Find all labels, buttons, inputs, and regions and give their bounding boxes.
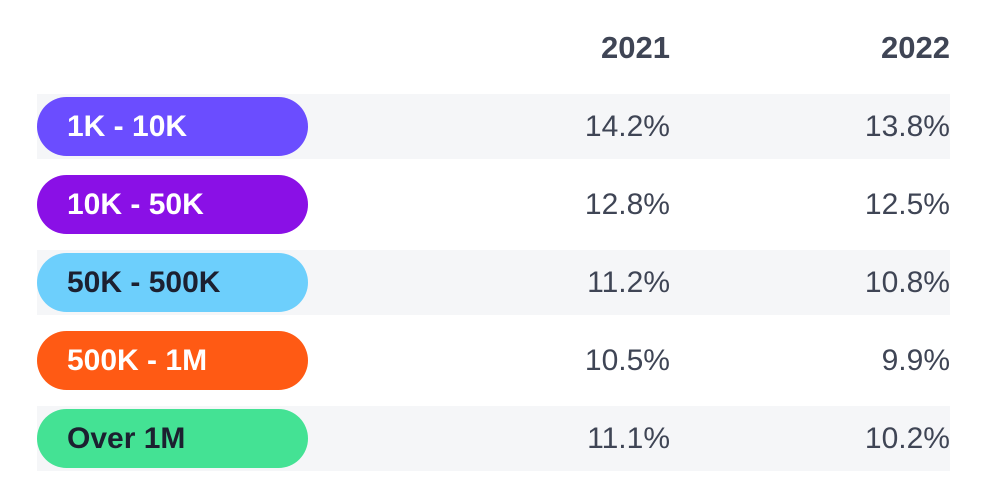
row-label-pill: 500K - 1M bbox=[37, 331, 308, 390]
row-label-pill: Over 1M bbox=[37, 409, 308, 468]
column-header-2022: 2022 bbox=[881, 30, 950, 65]
cell-2021: 11.1% bbox=[587, 422, 670, 455]
table-row: 1K - 10K 14.2% 13.8% bbox=[37, 94, 950, 159]
cell-2021: 12.8% bbox=[584, 188, 670, 221]
row-label-pill: 50K - 500K bbox=[37, 253, 308, 312]
cell-2022: 10.2% bbox=[864, 422, 950, 455]
cell-2022: 13.8% bbox=[864, 110, 950, 143]
cell-2022: 12.5% bbox=[864, 188, 950, 221]
column-header-2021: 2021 bbox=[601, 30, 670, 65]
table-row: 10K - 50K 12.8% 12.5% bbox=[37, 172, 950, 237]
row-label-pill: 1K - 10K bbox=[37, 97, 308, 156]
table-row: Over 1M 11.1% 10.2% bbox=[37, 406, 950, 471]
engagement-table: 2021 2022 1K - 10K 14.2% 13.8% 10K - 50K… bbox=[37, 18, 950, 484]
row-label-pill: 10K - 50K bbox=[37, 175, 308, 234]
cell-2021: 10.5% bbox=[584, 344, 670, 377]
cell-2021: 14.2% bbox=[584, 110, 670, 143]
header-row: 2021 2022 bbox=[37, 18, 950, 94]
table-row: 50K - 500K 11.2% 10.8% bbox=[37, 250, 950, 315]
cell-2021: 11.2% bbox=[587, 266, 670, 299]
cell-2022: 9.9% bbox=[881, 344, 950, 377]
table-row: 500K - 1M 10.5% 9.9% bbox=[37, 328, 950, 393]
cell-2022: 10.8% bbox=[864, 266, 950, 299]
